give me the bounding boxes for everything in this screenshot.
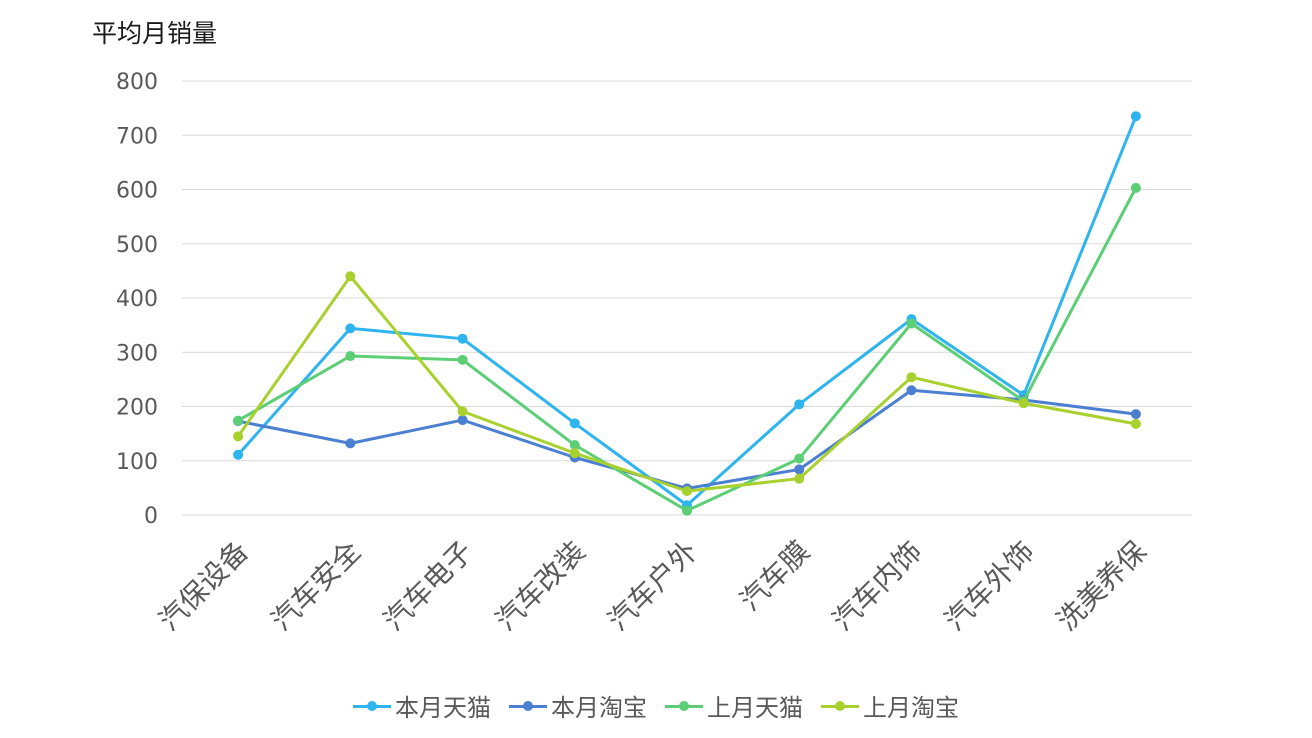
data-point — [233, 431, 244, 442]
legend-label: 上月淘宝 — [863, 694, 959, 722]
legend-label: 本月天猫 — [395, 694, 491, 722]
data-point — [457, 406, 468, 417]
data-point — [345, 323, 356, 334]
data-point — [794, 399, 805, 410]
x-tick-label: 汽车户外 — [601, 535, 704, 638]
data-point — [345, 438, 356, 449]
legend-item: 本月天猫 — [353, 688, 491, 723]
x-tick-label: 汽车膜 — [733, 535, 816, 618]
data-point — [457, 415, 468, 426]
data-point — [345, 351, 356, 362]
series-3 — [233, 182, 1141, 516]
data-point — [457, 333, 468, 344]
data-point — [1130, 111, 1141, 122]
legend-item: 上月淘宝 — [821, 688, 959, 723]
legend-swatch — [821, 695, 859, 717]
data-point — [569, 448, 580, 459]
y-tick-label: 700 — [116, 124, 158, 149]
y-tick-label: 600 — [116, 179, 158, 204]
y-tick-label: 100 — [116, 450, 158, 475]
series-1 — [233, 111, 1141, 511]
data-point — [1130, 418, 1141, 429]
series-2 — [233, 385, 1141, 494]
x-tick-label: 汽车电子 — [377, 535, 480, 638]
data-point — [233, 415, 244, 426]
y-tick-label: 400 — [116, 287, 158, 312]
series-group — [233, 111, 1141, 516]
series-line — [236, 274, 1137, 493]
x-tick-label: 汽保设备 — [153, 535, 256, 638]
legend-label: 上月天猫 — [707, 694, 803, 722]
x-tick-label: 汽车改装 — [489, 535, 592, 638]
x-tick-labels: 汽保设备 汽车安全 汽车电子 汽车改装 汽车户外 汽车膜 汽车内饰 汽车外饰 洗美养保 — [153, 535, 1153, 638]
data-point — [233, 449, 244, 460]
y-tick-label: 500 — [116, 233, 158, 258]
x-tick-label: 汽车外饰 — [938, 535, 1041, 638]
series-line — [237, 388, 1137, 490]
data-point — [906, 318, 917, 329]
data-point — [569, 418, 580, 429]
data-point — [682, 486, 692, 497]
legend-swatch — [353, 695, 391, 717]
x-tick-label: 汽车安全 — [265, 535, 368, 638]
data-point — [794, 473, 805, 484]
data-point — [906, 385, 917, 396]
y-axis-title: 平均月销量 — [92, 19, 218, 48]
y-tick-labels: 0 100 200 300 400 500 600 700 800 — [116, 70, 158, 529]
data-point — [1018, 398, 1029, 409]
data-point — [906, 372, 917, 383]
legend: 本月天猫 本月淘宝 上月天猫 上月淘宝 — [0, 688, 1312, 723]
series-line — [237, 187, 1138, 513]
legend-item: 本月淘宝 — [509, 688, 647, 723]
data-point — [794, 453, 805, 464]
data-point — [457, 354, 468, 365]
data-point — [1130, 409, 1141, 420]
legend-swatch — [665, 695, 703, 717]
series-line — [236, 115, 1138, 507]
x-tick-label: 汽车内饰 — [826, 535, 929, 638]
data-point — [569, 440, 580, 451]
y-tick-label: 200 — [116, 396, 158, 421]
data-point — [682, 505, 692, 516]
legend-item: 上月天猫 — [665, 688, 803, 723]
data-point — [794, 464, 805, 475]
legend-label: 本月淘宝 — [551, 694, 647, 722]
series-4 — [233, 271, 1141, 497]
y-tick-label: 300 — [116, 341, 158, 366]
data-point — [345, 271, 356, 282]
x-tick-label: 洗美养保 — [1050, 535, 1153, 638]
y-tick-label: 0 — [144, 504, 158, 529]
legend-swatch — [509, 695, 547, 717]
y-tick-label: 800 — [116, 70, 158, 95]
data-point — [1130, 182, 1141, 193]
